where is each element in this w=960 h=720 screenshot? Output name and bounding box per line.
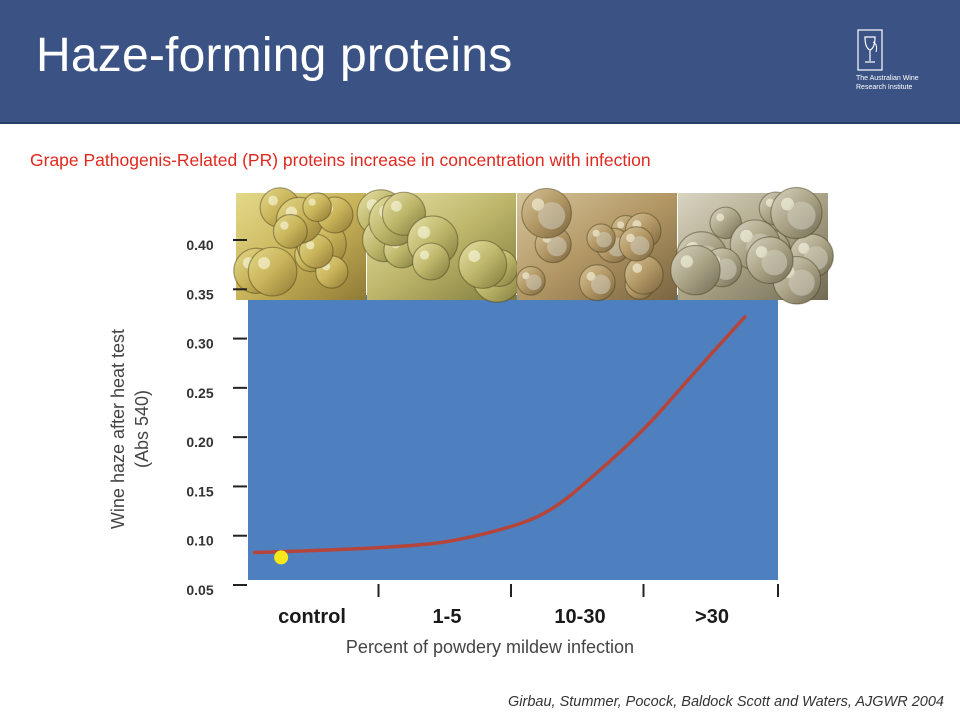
y-axis-label-line2: (Abs 540) <box>132 389 152 469</box>
grape-highlight <box>765 198 775 207</box>
grape-cluster-1-5-photo <box>356 189 523 303</box>
mildew-patch <box>546 236 567 257</box>
logo-text-line1: The Australian Wine <box>856 75 919 82</box>
grape-cluster-control-photo <box>233 187 366 300</box>
y-tick-label: 0.20 <box>186 434 213 450</box>
grape-highlight <box>417 226 431 239</box>
grape-berry <box>272 213 308 249</box>
plot-area <box>248 295 778 580</box>
y-tick-label: 0.10 <box>186 533 213 549</box>
mildew-patch <box>630 236 650 256</box>
y-axis-label-wrap: Wine haze after heat test (Abs 540) <box>106 293 154 565</box>
grape-berry <box>411 242 451 281</box>
grape-highlight <box>268 195 278 206</box>
grape-highlight <box>308 198 316 206</box>
slide-header: Haze-forming proteins The Australian Win… <box>0 0 960 124</box>
x-tick-label: >30 <box>695 606 729 628</box>
mildew-patch <box>761 249 788 276</box>
mildew-patch <box>787 201 816 230</box>
x-axis-label: Percent of powdery mildew infection <box>346 637 634 657</box>
awri-logo: The Australian Wine Research Institute <box>856 28 936 98</box>
grape-highlight <box>468 250 481 263</box>
x-tick-label: 10-30 <box>554 606 605 628</box>
y-tick-label: 0.05 <box>186 582 213 598</box>
x-tick-label: control <box>278 606 346 628</box>
grape-highlight <box>390 200 402 212</box>
mildew-patch <box>525 274 542 291</box>
grape-berry <box>302 192 333 223</box>
slide-subtitle: Grape Pathogenis-Related (PR) proteins i… <box>30 150 651 170</box>
logo-text: The Australian Wine Research Institute <box>856 74 946 92</box>
y-tick-label: 0.25 <box>186 385 213 401</box>
mildew-patch <box>590 274 611 295</box>
y-tick-label: 0.30 <box>186 336 213 352</box>
mildew-patch <box>788 269 815 296</box>
mildew-patch <box>596 231 612 248</box>
grape-highlight <box>258 257 271 270</box>
grape-highlight <box>419 250 430 260</box>
grape-highlight <box>306 241 315 250</box>
grape-berry <box>458 239 508 289</box>
citation: Girbau, Stummer, Pocock, Baldock Scott a… <box>508 694 944 710</box>
mildew-patch <box>715 258 737 280</box>
haze-curve <box>252 315 747 555</box>
grape-highlight <box>632 263 643 273</box>
control-marker <box>274 550 289 565</box>
grape-berry <box>247 246 298 297</box>
x-tick-label: 1-5 <box>433 606 462 628</box>
grape-berry <box>624 255 664 295</box>
grape-berry <box>670 244 721 296</box>
logo-text-line2: Research Institute <box>856 84 913 91</box>
grape-cluster-over-30-photo <box>670 186 834 305</box>
grape-highlight <box>680 255 693 268</box>
grape-highlight <box>716 213 725 222</box>
mildew-patch <box>537 202 566 230</box>
y-axis-label-line1: Wine haze after heat test <box>108 328 128 530</box>
grape-cluster-10-30-photo <box>515 187 677 302</box>
y-tick-label: 0.35 <box>186 286 213 302</box>
slide-title: Haze-forming proteins <box>36 29 513 82</box>
y-axis-label: Wine haze after heat test (Abs 540) <box>106 279 154 579</box>
wine-glass-icon <box>857 29 883 71</box>
y-tick-label: 0.15 <box>186 483 213 499</box>
grape-highlight <box>617 221 625 229</box>
grape-highlight <box>280 221 289 230</box>
y-tick-label: 0.40 <box>186 237 213 253</box>
